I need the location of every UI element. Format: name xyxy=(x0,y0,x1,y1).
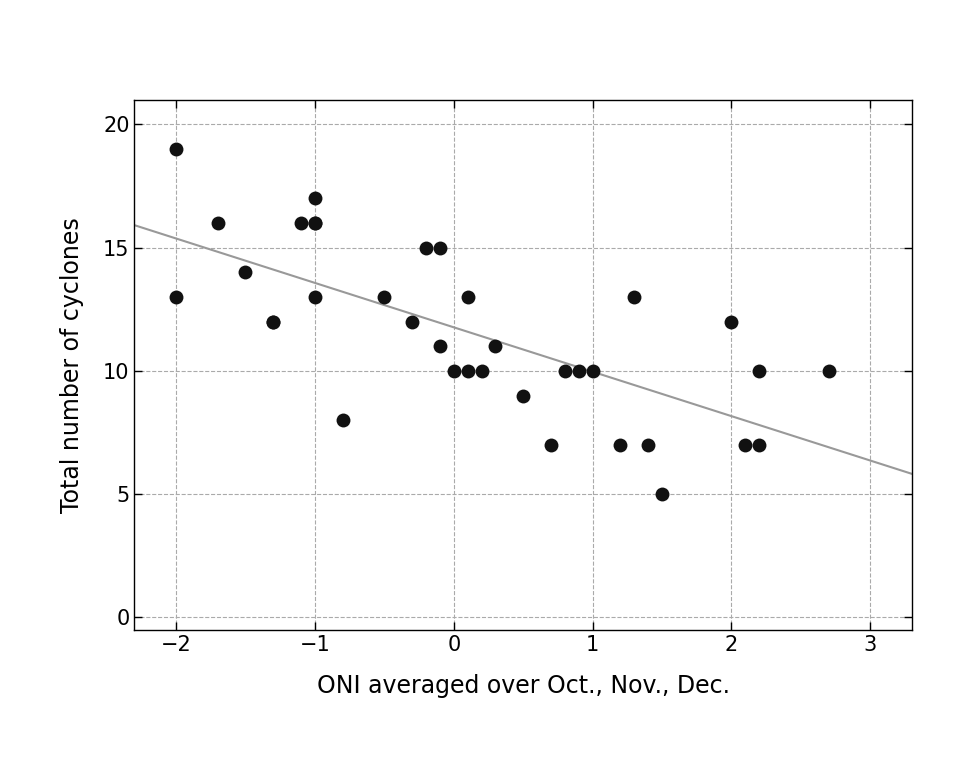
Point xyxy=(821,365,836,377)
Point xyxy=(168,143,183,155)
Point xyxy=(376,291,392,303)
Point xyxy=(210,217,226,229)
Point xyxy=(640,439,656,451)
Point xyxy=(419,242,434,254)
Point xyxy=(585,365,600,377)
Point xyxy=(335,414,350,426)
Point xyxy=(460,291,475,303)
Point xyxy=(446,365,462,377)
Point xyxy=(266,316,281,328)
Point xyxy=(543,439,559,451)
Point xyxy=(571,365,587,377)
Point xyxy=(612,439,628,451)
Point xyxy=(627,291,642,303)
Point xyxy=(307,217,323,229)
Point xyxy=(557,365,572,377)
Point xyxy=(432,340,447,353)
Point xyxy=(404,316,420,328)
Point xyxy=(307,217,323,229)
Point xyxy=(294,217,309,229)
Point xyxy=(737,439,753,451)
Point xyxy=(307,291,323,303)
Point xyxy=(460,365,475,377)
Point xyxy=(432,242,447,254)
Point xyxy=(488,340,503,353)
Point xyxy=(752,439,767,451)
Point xyxy=(238,266,253,279)
Point xyxy=(266,316,281,328)
Point xyxy=(474,365,490,377)
Y-axis label: Total number of cyclones: Total number of cyclones xyxy=(60,217,84,513)
Point xyxy=(516,389,531,402)
Point xyxy=(752,365,767,377)
Point xyxy=(168,291,183,303)
X-axis label: ONI averaged over Oct., Nov., Dec.: ONI averaged over Oct., Nov., Dec. xyxy=(317,674,730,698)
Point xyxy=(655,488,670,500)
Point xyxy=(307,192,323,204)
Point xyxy=(724,316,739,328)
